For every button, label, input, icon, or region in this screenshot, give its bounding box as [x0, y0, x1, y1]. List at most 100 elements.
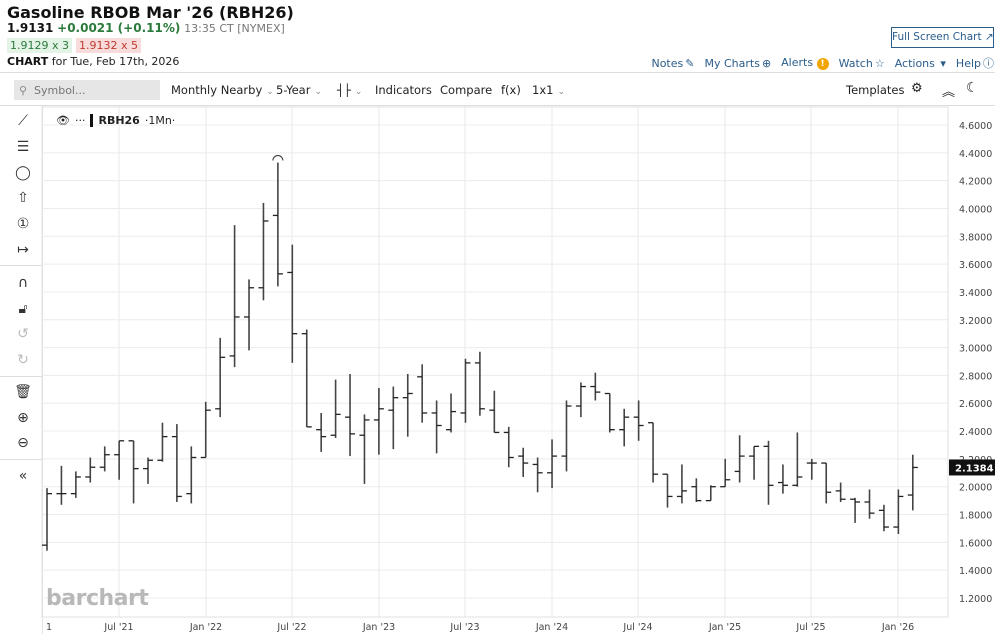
- y-tick-label: 4.0000: [959, 204, 992, 215]
- x-tick-label: Jul '24: [622, 622, 652, 633]
- star-icon: ☆: [874, 56, 885, 70]
- y-tick-label: 3.6000: [959, 260, 992, 271]
- bar-type-dropdown[interactable]: ┤├ ⌄: [337, 83, 362, 97]
- help-icon: ⓘ: [983, 57, 994, 70]
- magnet-icon[interactable]: ∩: [17, 275, 29, 291]
- help-link[interactable]: Help ⓘ: [955, 57, 994, 70]
- x-tick-label: Jan '25: [708, 622, 741, 633]
- actions-menu[interactable]: Actions ▾: [894, 56, 946, 70]
- x-tick-label: Jul '25: [795, 622, 825, 633]
- divider: [0, 459, 42, 460]
- series-color-swatch: [90, 114, 94, 127]
- gear-icon[interactable]: ⚙: [911, 81, 923, 96]
- alert-icon: !: [816, 58, 829, 70]
- my-charts-link[interactable]: My Charts ⊕: [704, 56, 772, 70]
- full-screen-chart-button[interactable]: Full Screen Chart ↗: [891, 27, 994, 48]
- chart-toolbar: ⚲ Monthly Nearby⌄ 5-Year⌄ ┤├⌄ Indicators…: [0, 78, 995, 104]
- contract-dropdown[interactable]: Monthly Nearby ⌄: [171, 83, 274, 97]
- y-tick-label: 2.0000: [959, 483, 992, 494]
- y-tick-label: 2.4000: [959, 427, 992, 438]
- last-price: 1.9131: [7, 21, 54, 35]
- dark-mode-icon[interactable]: ☾: [966, 80, 979, 96]
- layout-dropdown[interactable]: 1x1 ⌄: [532, 83, 565, 97]
- x-tick-label: Jul '22: [276, 622, 306, 633]
- x-tick-label: Jul '21: [103, 622, 133, 633]
- trash-icon[interactable]: 🗑︎: [14, 384, 32, 400]
- chevron-down-icon: ⌄: [354, 87, 363, 97]
- trendline-tool-icon[interactable]: ⟋: [18, 113, 28, 129]
- shape-tool-icon[interactable]: ◯: [15, 165, 31, 181]
- fx-button[interactable]: f(x): [501, 83, 521, 97]
- price-change: +0.0021 (+0.11%): [57, 21, 181, 35]
- caret-down-icon: ▾: [940, 56, 946, 70]
- chart-date-line: CHART for Tue, Feb 17th, 2026: [7, 55, 179, 68]
- watch-link[interactable]: Watch ☆: [838, 56, 885, 70]
- collapse-left-icon[interactable]: «: [18, 468, 28, 484]
- divider: [0, 72, 995, 73]
- period-dropdown[interactable]: 5-Year ⌄: [276, 83, 322, 97]
- measure-tool-icon[interactable]: ↦: [17, 242, 29, 258]
- legend-symbol: RBH26: [98, 114, 140, 127]
- undo-icon[interactable]: ↺: [17, 326, 29, 342]
- number-marker-icon[interactable]: ①: [16, 216, 30, 232]
- x-tick-label: Jan '24: [535, 622, 568, 633]
- y-tick-label: 3.2000: [959, 316, 992, 327]
- more-icon[interactable]: ···: [74, 114, 86, 127]
- indicators-button[interactable]: Indicators: [375, 83, 432, 97]
- x-tick-label: Jan '23: [362, 622, 395, 633]
- ohlc-bars-icon: ┤├: [337, 83, 351, 97]
- y-tick-label: 1.2000: [959, 594, 992, 605]
- compare-button[interactable]: Compare: [440, 83, 493, 97]
- quote-line: 1.9131 +0.0021 (+0.11%) 13:35 CT [NYMEX]: [7, 21, 285, 35]
- collapse-icon[interactable]: ︽: [942, 85, 956, 100]
- arrow-up-tool-icon[interactable]: ⇧: [17, 190, 29, 206]
- last-price-box: [949, 459, 995, 476]
- y-tick-label: 3.8000: [959, 232, 992, 243]
- x-tick-label: Jan '22: [189, 622, 222, 633]
- plus-circle-icon: ⊕: [761, 56, 772, 70]
- ask: 1.9132 x 5: [76, 38, 141, 53]
- y-tick-label: 4.4000: [959, 149, 992, 160]
- search-icon: ⚲: [19, 84, 28, 97]
- symbol-search-input[interactable]: [14, 80, 160, 100]
- chevron-down-icon: ⌄: [314, 87, 322, 97]
- eye-icon[interactable]: 👁︎: [56, 114, 70, 127]
- y-tick-label: 2.8000: [959, 371, 992, 382]
- x-tick-label: Jan '26: [881, 622, 914, 633]
- edit-icon: ✎: [685, 56, 695, 70]
- y-tick-label: 3.4000: [959, 288, 992, 299]
- fibonacci-tool-icon[interactable]: ☰: [16, 139, 30, 155]
- y-tick-label: 4.2000: [959, 177, 992, 188]
- zoom-in-icon[interactable]: ⊕: [17, 410, 29, 426]
- y-tick-label: 2.6000: [959, 399, 992, 410]
- chart-links: Notes ✎ My Charts ⊕ Alerts ! Watch ☆ Action…: [651, 55, 994, 71]
- notes-link[interactable]: Notes ✎: [651, 56, 695, 70]
- templates-button[interactable]: Templates: [846, 83, 905, 97]
- y-tick-label: 1.6000: [959, 538, 992, 549]
- zoom-out-icon[interactable]: ⊖: [17, 435, 29, 451]
- unlock-icon[interactable]: 🔓︎: [18, 301, 28, 317]
- y-tick-label: 4.6000: [959, 121, 992, 132]
- quote-time: 13:35 CT [NYMEX]: [184, 22, 285, 35]
- chevron-down-icon: ⌄: [557, 87, 565, 97]
- y-tick-label: 1.4000: [959, 566, 992, 577]
- alerts-link[interactable]: Alerts !: [781, 56, 829, 70]
- chart-label: CHART: [7, 55, 49, 68]
- barchart-logo: barchart: [46, 586, 149, 611]
- high-marker: [272, 155, 284, 161]
- chevron-down-icon: ⌄: [266, 87, 274, 97]
- divider: [0, 265, 42, 266]
- last-price-label: 2.1384: [955, 463, 994, 474]
- chart-legend: 👁︎ ··· RBH26 ·1Mn·: [56, 114, 175, 127]
- divider: [0, 105, 995, 106]
- plot-border: [41, 106, 949, 618]
- bid: 1.9129 x 3: [7, 38, 72, 53]
- divider: [0, 376, 42, 377]
- x-tick-label: Jul '23: [449, 622, 479, 633]
- page-title: Gasoline RBOB Mar '26 (RBH26): [7, 3, 294, 22]
- redo-icon[interactable]: ↻: [17, 352, 29, 368]
- y-tick-label: 1.8000: [959, 511, 992, 522]
- y-tick-label: 3.0000: [959, 344, 992, 355]
- legend-interval: ·1Mn·: [144, 114, 176, 127]
